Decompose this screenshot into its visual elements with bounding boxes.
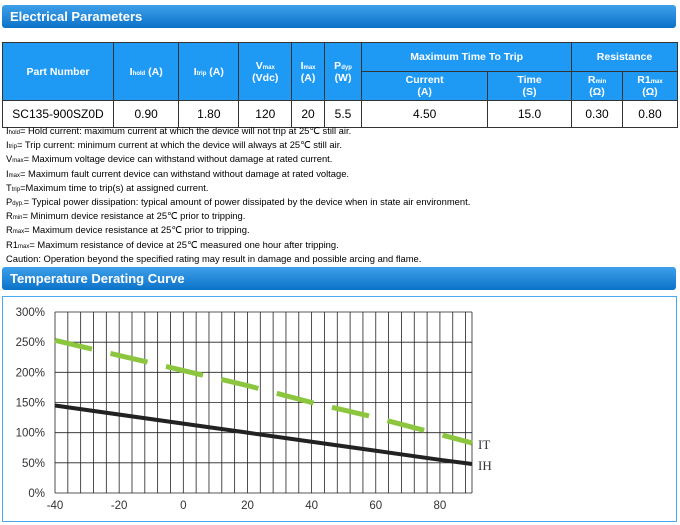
y-tick-label: 200% (16, 367, 45, 379)
x-tick-label: 20 (241, 500, 254, 512)
col-max-time: Maximum Time To Trip (361, 42, 573, 72)
col-imax: Imax (A) (291, 42, 325, 101)
y-tick-label: 0% (28, 488, 45, 500)
col-r1max: R1max (Ω) (621, 71, 679, 101)
notes: Ihold= Hold current: maximum current at … (6, 125, 470, 267)
x-tick-label: -20 (111, 500, 128, 512)
note-line: Vmax= Maximum voltage device can withsta… (6, 153, 333, 165)
series-ih-line (54, 403, 473, 467)
col-rmin: Rmin (Ω) (571, 71, 623, 101)
col-resistance: Resistance (571, 42, 678, 72)
cell: SC135-900SZ0D (2, 100, 114, 128)
series-label-ih: IH (478, 458, 492, 473)
x-tick-label: 0 (180, 500, 186, 512)
x-tick-label: 40 (305, 500, 318, 512)
cell: 1.80 (178, 100, 240, 128)
x-tick-label: 80 (434, 500, 447, 512)
cell: 4.50 (361, 100, 489, 128)
y-tick-label: 250% (16, 337, 45, 349)
electrical-parameters-header: Electrical Parameters (2, 5, 676, 28)
cell: 15.0 (487, 100, 573, 128)
series-label-it: IT (478, 437, 490, 452)
parameters-table: Part Number Ihold (A) Itrip (A) Vmax (Vdc… (2, 42, 679, 128)
col-time: Time (S) (487, 71, 573, 101)
note-line: R1max= Maximum resistance of device at 2… (6, 238, 339, 250)
y-tick-label: 150% (16, 398, 45, 410)
y-tick-label: 300% (16, 307, 45, 319)
note-line: Ihold= Hold current: maximum current at … (6, 125, 352, 136)
chart-frame (2, 296, 677, 522)
cell: 120 (238, 100, 293, 128)
note-line: Imax= Maximum fault current device can w… (6, 167, 350, 179)
col-vmax: Vmax (Vdc) (238, 42, 293, 101)
note-line: Rmax= Maximum device resistance at 25℃ p… (6, 224, 250, 236)
col-current: Current (A) (361, 71, 489, 101)
cell: 0.80 (621, 100, 679, 128)
col-ihold: Ihold (A) (112, 42, 180, 101)
y-tick-label: 100% (16, 428, 45, 440)
note-line: Ttrip=Maximum time to trip(s) at assigne… (6, 181, 209, 193)
note-line: Itrip= Trip current: minimum current at … (6, 139, 342, 151)
note-line: Caution: Operation beyond the specified … (6, 252, 422, 264)
note-line: Rmin= Minimum device resistance at 25℃ p… (6, 210, 246, 222)
x-tick-label: -40 (47, 500, 64, 512)
col-pdyp: Pdyp (W) (323, 42, 363, 101)
y-tick-label: 50% (22, 458, 45, 470)
col-itrip: Itrip (A) (178, 42, 240, 101)
col-part: Part Number (2, 42, 114, 101)
table-row: SC135-900SZ0D 0.90 1.80 120 20 5.5 4.50 … (2, 100, 679, 128)
cell: 0.90 (112, 100, 180, 128)
derating-curve-header: Temperature Derating Curve (2, 267, 676, 290)
series-it-line (54, 337, 473, 446)
note-line: Pdyp.= Typical power dissipation: typica… (6, 196, 471, 208)
cell: 20 (291, 100, 325, 128)
cell: 5.5 (323, 100, 363, 128)
x-tick-label: 60 (369, 500, 382, 512)
